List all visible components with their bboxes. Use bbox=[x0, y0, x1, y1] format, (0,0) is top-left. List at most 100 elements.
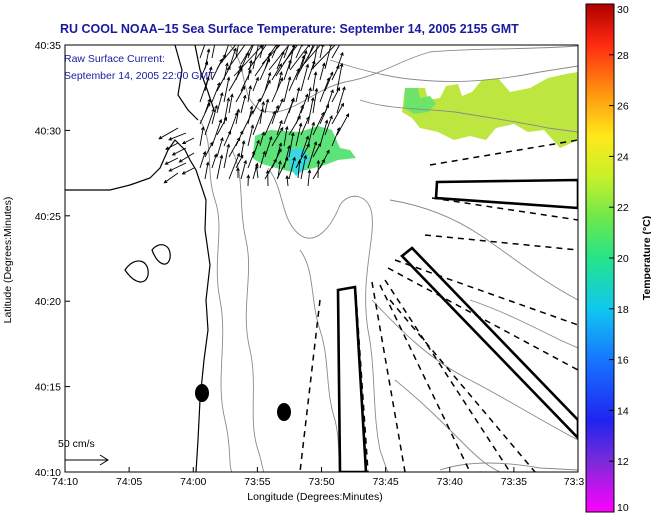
current-vector-arrow bbox=[164, 157, 179, 165]
colorbar-tick-label: 22 bbox=[617, 202, 629, 214]
current-vector-arrow bbox=[226, 45, 246, 71]
current-vector-arrow bbox=[211, 153, 218, 169]
overlay-current-label: Raw Surface Current: bbox=[64, 53, 165, 65]
current-vector-arrow bbox=[297, 159, 302, 179]
current-vector-arrow bbox=[199, 102, 211, 125]
current-vector-arrow bbox=[312, 45, 320, 70]
current-vector-arrow bbox=[259, 45, 264, 59]
surface-current-arrows bbox=[158, 45, 350, 187]
current-vector-arrow bbox=[204, 161, 210, 180]
colorbar-tick-label: 30 bbox=[617, 4, 629, 16]
current-vector-arrow bbox=[168, 162, 187, 172]
current-vector-arrow bbox=[181, 137, 195, 145]
current-vector-arrow bbox=[252, 108, 264, 136]
current-vector-arrow bbox=[283, 98, 295, 125]
sst-patch-warm-east bbox=[402, 72, 578, 148]
x-tick-label: 74:05 bbox=[116, 476, 142, 488]
current-vector-arrow bbox=[336, 86, 346, 114]
current-vector-arrow bbox=[331, 102, 344, 125]
current-vector-arrow bbox=[276, 119, 283, 136]
current-vector-arrow bbox=[264, 158, 277, 180]
current-vector-arrow bbox=[211, 81, 221, 103]
current-vector-arrow bbox=[199, 60, 209, 81]
current-vector-arrow bbox=[240, 140, 246, 158]
colorbar-tick-label: 20 bbox=[617, 253, 629, 265]
current-vector-arrow bbox=[307, 86, 312, 103]
current-vector-arrow bbox=[259, 58, 271, 81]
current-vector-arrow bbox=[247, 59, 253, 81]
x-tick-label: 73:45 bbox=[372, 476, 398, 488]
x-tick-label: 73:55 bbox=[244, 476, 270, 488]
current-vector-arrow bbox=[211, 104, 218, 125]
current-vector-arrow bbox=[240, 45, 253, 65]
current-vector-arrow bbox=[312, 71, 318, 92]
current-vector-arrow bbox=[204, 108, 215, 136]
current-vector-arrow bbox=[331, 86, 340, 103]
current-vector-arrow bbox=[247, 45, 267, 71]
current-vector-arrow bbox=[240, 94, 247, 114]
current-vector-arrow bbox=[223, 130, 232, 147]
scale-arrow-label: 50 cm/s bbox=[58, 438, 95, 450]
current-vector-arrow bbox=[283, 76, 292, 103]
x-axis: 74:10 74:05 74:00 73:55 73:50 73:45 73:40 73:35… bbox=[52, 467, 584, 488]
current-vector-arrow bbox=[331, 126, 341, 147]
current-vector-arrow bbox=[336, 113, 350, 136]
current-vector-arrow bbox=[276, 98, 284, 114]
current-vector-arrow bbox=[319, 62, 326, 81]
x-tick-label: 73:50 bbox=[308, 476, 334, 488]
overlay-current-date: September 14, 2005 22:00 GMT bbox=[64, 70, 215, 82]
colorbar-label: Temperature (°C) bbox=[641, 216, 651, 301]
x-axis-label: Longitude (Degrees:Minutes) bbox=[247, 491, 382, 503]
current-vector-arrow bbox=[216, 137, 224, 158]
box-north bbox=[434, 178, 578, 210]
current-vector-arrow bbox=[324, 115, 333, 136]
box-east bbox=[400, 246, 578, 440]
colorbar-tick-label: 14 bbox=[617, 405, 629, 417]
current-vector-arrow bbox=[312, 111, 325, 136]
current-vector-arrow bbox=[303, 45, 321, 65]
colorbar-tick-label: 26 bbox=[617, 101, 629, 113]
sampling-boxes bbox=[336, 178, 578, 472]
current-vector-arrow bbox=[300, 116, 310, 136]
current-vector-arrow bbox=[300, 63, 310, 92]
y-tick-label: 40:10 bbox=[35, 467, 61, 479]
current-vector-arrow bbox=[271, 104, 280, 125]
current-vector-arrow bbox=[264, 135, 273, 158]
current-vector-arrow bbox=[316, 159, 321, 179]
current-vector-arrow bbox=[235, 108, 241, 125]
current-vector-arrow bbox=[300, 93, 309, 114]
colorbar-tick-label: 12 bbox=[617, 456, 629, 468]
current-vector-arrow bbox=[252, 45, 260, 70]
current-vector-arrow bbox=[216, 116, 228, 136]
current-vector-arrow bbox=[259, 79, 271, 103]
current-vector-arrow bbox=[219, 45, 237, 65]
sampling-rays bbox=[299, 139, 578, 472]
current-vector-arrow bbox=[319, 119, 329, 147]
current-vector-arrow bbox=[265, 169, 270, 187]
current-vector-arrow bbox=[324, 71, 334, 92]
current-vector-arrow bbox=[228, 93, 234, 114]
current-vector-arrow bbox=[261, 45, 281, 65]
y-tick-label: 40:35 bbox=[35, 40, 61, 52]
current-vector-arrow bbox=[271, 126, 284, 147]
station-marker-1 bbox=[195, 384, 209, 402]
current-vector-arrow bbox=[283, 59, 292, 81]
colorbar: 10 12 14 16 18 20 22 24 26 28 30 Temperature (°C) bbox=[585, 3, 651, 514]
current-vector-arrow bbox=[312, 158, 326, 180]
current-vector-arrow bbox=[199, 150, 207, 169]
current-vector-arrow bbox=[264, 110, 276, 136]
coastline bbox=[65, 45, 215, 472]
x-tick-label: 74:10 bbox=[52, 476, 78, 488]
current-vector-arrow bbox=[223, 143, 231, 169]
x-tick-label: 73:35 bbox=[501, 476, 527, 488]
current-vector-arrow bbox=[307, 59, 316, 81]
current-vector-arrow bbox=[283, 144, 291, 169]
current-vector-arrow bbox=[307, 169, 312, 187]
current-vector-arrow bbox=[216, 154, 224, 180]
current-vector-arrow bbox=[171, 147, 187, 156]
current-vector-arrow bbox=[247, 150, 256, 169]
current-vector-arrow bbox=[259, 150, 266, 169]
colorbar-tick-label: 16 bbox=[617, 355, 629, 367]
current-vector-arrow bbox=[307, 141, 318, 169]
current-vector-arrow bbox=[296, 45, 316, 77]
